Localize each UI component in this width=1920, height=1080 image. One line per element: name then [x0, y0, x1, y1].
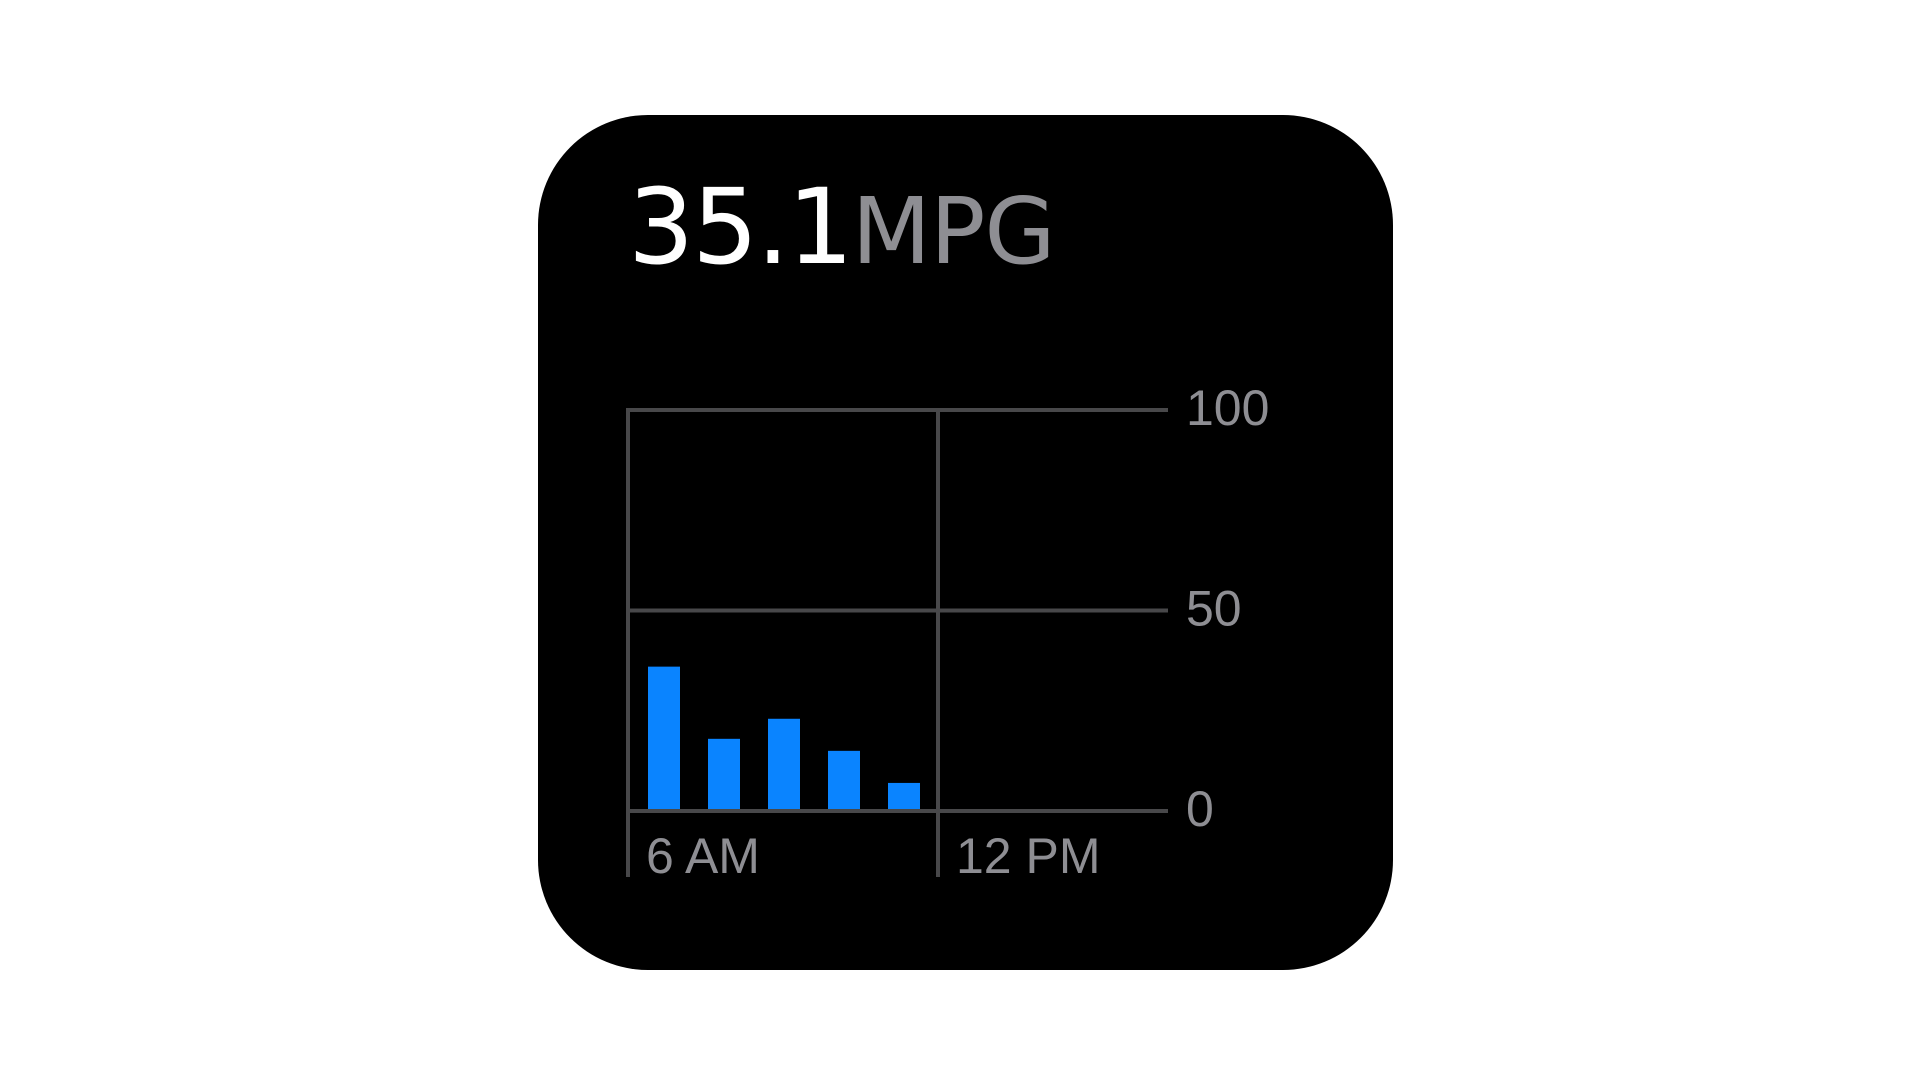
x-tick-label-0: 6 AM — [646, 828, 760, 884]
bar-4 — [888, 782, 920, 809]
bar-3 — [828, 750, 860, 809]
mpg-bar-chart: 0 50 100 6 AM 12 PM — [626, 380, 1269, 884]
fuel-economy-widget: 35.1MPG 0 50 100 6 AM 12 PM — [538, 115, 1393, 970]
y-tick-label-0: 0 — [1186, 781, 1214, 837]
y-axis-ticks: 0 50 100 — [1186, 380, 1269, 837]
y-tick-label-50: 50 — [1186, 581, 1242, 637]
bar-1 — [708, 738, 740, 809]
x-tick-label-1: 12 PM — [956, 828, 1101, 884]
mpg-headline: 35.1MPG — [628, 175, 1056, 279]
mpg-unit: MPG — [851, 178, 1056, 285]
y-tick-label-100: 100 — [1186, 380, 1269, 436]
chart-grid — [626, 408, 1168, 877]
bar-0 — [648, 666, 680, 809]
chart-bars — [648, 666, 920, 809]
mpg-value: 35.1 — [628, 166, 854, 288]
x-axis-ticks: 6 AM 12 PM — [646, 828, 1101, 884]
bar-2 — [768, 718, 800, 809]
